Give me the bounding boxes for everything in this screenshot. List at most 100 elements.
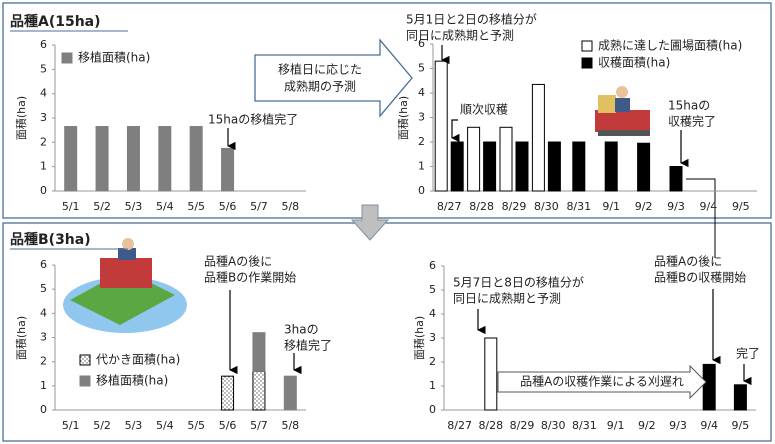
arrow-label: 成熟期の予測 bbox=[284, 79, 356, 94]
annotation: 収穫完了 bbox=[668, 114, 716, 129]
x-tick-label: 8/31 bbox=[572, 419, 597, 432]
y-tick-label: 4 bbox=[418, 86, 425, 99]
x-tick-label: 9/2 bbox=[638, 419, 656, 432]
legend-swatch bbox=[79, 375, 91, 387]
x-tick-label: 5/8 bbox=[281, 200, 299, 213]
annotation-arrow-box bbox=[497, 364, 707, 400]
y-tick-label: 5 bbox=[429, 283, 436, 296]
x-tick-label: 5/1 bbox=[62, 200, 80, 213]
bar bbox=[604, 141, 618, 192]
bar bbox=[221, 375, 235, 411]
x-tick-label: 5/2 bbox=[93, 200, 111, 213]
y-tick-label: 3 bbox=[40, 331, 47, 344]
connector-line bbox=[686, 178, 716, 258]
y-tick-label: 1 bbox=[40, 160, 47, 173]
annotation: 同日に成熟期と予測 bbox=[406, 28, 514, 43]
legend-swatch bbox=[61, 52, 73, 64]
annotation: 順次収穫 bbox=[460, 103, 508, 117]
x-tick-label: 5/6 bbox=[219, 419, 237, 432]
x-tick-label: 5/7 bbox=[250, 419, 268, 432]
y-axis-label: 面積(ha) bbox=[412, 316, 426, 360]
annotation: 3haの bbox=[284, 323, 319, 337]
bar bbox=[483, 141, 497, 192]
x-tick-label: 5/7 bbox=[250, 200, 268, 213]
bar bbox=[252, 332, 266, 372]
x-tick-label: 9/1 bbox=[607, 419, 625, 432]
annotation: 15haの bbox=[668, 99, 710, 113]
x-tick-label: 8/30 bbox=[541, 419, 566, 432]
bar bbox=[467, 126, 481, 192]
x-tick-label: 8/31 bbox=[566, 200, 591, 213]
x-tick-label: 8/27 bbox=[437, 200, 462, 213]
bar bbox=[669, 166, 683, 192]
y-tick-label: 6 bbox=[40, 38, 47, 51]
y-tick-label: 0 bbox=[40, 403, 47, 416]
rice-field-illustration bbox=[63, 238, 187, 333]
y-tick-label: 3 bbox=[40, 111, 47, 124]
x-tick-label: 5/3 bbox=[125, 419, 143, 432]
annotation: 同日に成熟期と予測 bbox=[453, 291, 561, 306]
annotation: 5月1日と2日の移植分が bbox=[406, 12, 537, 27]
y-tick-label: 6 bbox=[429, 259, 436, 272]
bar bbox=[450, 141, 464, 192]
bar bbox=[283, 375, 297, 411]
x-tick-label: 8/30 bbox=[534, 200, 559, 213]
y-tick-label: 2 bbox=[40, 355, 47, 368]
legend-label: 移植面積(ha) bbox=[96, 373, 168, 388]
down-arrow bbox=[350, 204, 390, 241]
y-axis-label: 面積(ha) bbox=[14, 316, 28, 360]
annotation: 品種Bの収穫開始 bbox=[654, 271, 746, 285]
bar bbox=[572, 141, 586, 192]
y-axis-label: 面積(ha) bbox=[396, 96, 410, 140]
y-tick-label: 5 bbox=[40, 282, 47, 295]
annotation: 移植完了 bbox=[284, 338, 332, 353]
bar bbox=[484, 337, 498, 411]
y-tick-label: 5 bbox=[418, 62, 425, 75]
x-tick-label: 9/4 bbox=[700, 200, 718, 213]
bar bbox=[733, 384, 747, 411]
annotation: 15haの移植完了 bbox=[208, 112, 298, 127]
x-tick-label: 9/1 bbox=[602, 200, 620, 213]
bar bbox=[189, 126, 203, 192]
legend-label: 代かき面積(ha) bbox=[96, 352, 180, 367]
x-tick-label: 8/27 bbox=[447, 419, 472, 432]
y-tick-label: 0 bbox=[418, 184, 425, 197]
arrow-label: 移植日に応じた bbox=[278, 62, 362, 77]
x-tick-label: 5/2 bbox=[93, 419, 111, 432]
y-tick-label: 0 bbox=[429, 403, 436, 416]
annotation-arrow bbox=[451, 119, 460, 143]
bar bbox=[64, 126, 78, 192]
x-tick-label: 9/3 bbox=[669, 419, 687, 432]
y-tick-label: 0 bbox=[40, 184, 47, 197]
y-tick-label: 1 bbox=[429, 379, 436, 392]
y-tick-label: 1 bbox=[40, 379, 47, 392]
y-tick-label: 2 bbox=[418, 135, 425, 148]
panel-top bbox=[2, 2, 772, 219]
x-tick-label: 5/4 bbox=[156, 200, 174, 213]
bar bbox=[126, 126, 140, 192]
bar bbox=[434, 60, 448, 192]
legend-label: 収穫面積(ha) bbox=[598, 55, 670, 70]
y-tick-label: 3 bbox=[418, 111, 425, 124]
x-tick-label: 5/3 bbox=[125, 200, 143, 213]
y-tick-label: 6 bbox=[40, 258, 47, 271]
y-tick-label: 6 bbox=[418, 37, 425, 50]
y-tick-label: 4 bbox=[40, 87, 47, 100]
y-tick-label: 4 bbox=[40, 306, 47, 319]
x-tick-label: 9/2 bbox=[635, 200, 653, 213]
bar bbox=[499, 126, 513, 192]
y-tick-label: 3 bbox=[429, 331, 436, 344]
legend-label: 成熟に達した圃場面積(ha) bbox=[598, 38, 742, 53]
bar bbox=[531, 83, 545, 192]
bar bbox=[547, 141, 561, 192]
y-tick-label: 2 bbox=[429, 355, 436, 368]
x-tick-label: 5/5 bbox=[187, 200, 205, 213]
x-tick-label: 9/5 bbox=[732, 200, 750, 213]
annotation: 品種Bの作業開始 bbox=[204, 271, 296, 285]
x-tick-label: 5/6 bbox=[219, 200, 237, 213]
harvester-illustration bbox=[595, 86, 650, 136]
annotation: 品種Aの収穫作業による刈遅れ bbox=[520, 375, 684, 389]
bar bbox=[637, 142, 651, 192]
bar bbox=[702, 363, 716, 411]
